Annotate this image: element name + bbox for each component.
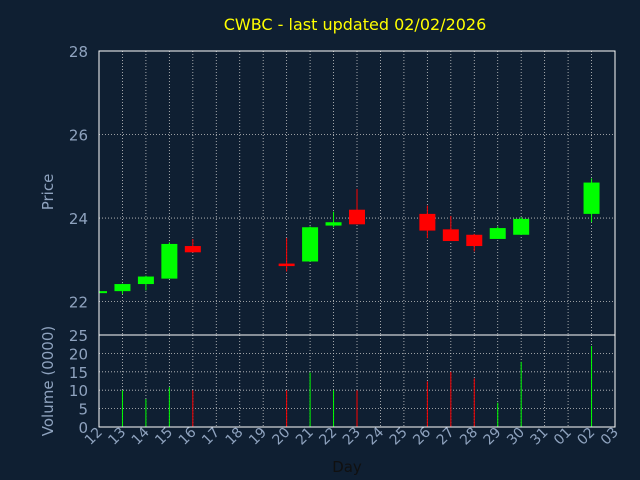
price-tick-label: 28 <box>69 43 88 61</box>
price-tick-labels: 22 24 26 28 <box>69 43 88 312</box>
x-tick-label: 19 <box>246 425 270 449</box>
candle-body <box>513 218 530 235</box>
price-tick-label: 22 <box>69 294 88 312</box>
x-tick-label: 22 <box>316 425 340 449</box>
candle-body <box>419 213 436 231</box>
x-tick-label: 13 <box>105 425 129 449</box>
volume-tick-label: 25 <box>69 327 88 345</box>
x-tick-label: 25 <box>387 425 411 449</box>
x-tick-label: 27 <box>434 425 458 449</box>
volume-panel-frame <box>98 334 616 428</box>
candle-body <box>302 227 319 262</box>
price-axis-label: Price <box>39 174 57 211</box>
x-tick-label: 17 <box>199 425 223 449</box>
x-tick-label: 26 <box>410 424 434 448</box>
volume-bars <box>121 346 593 427</box>
x-tick-labels: 12 13 14 15 16 17 18 19 20 21 22 23 24 25 26 27 28 29 30 31… <box>82 424 622 448</box>
volume-tick-label: 0 <box>78 419 88 437</box>
chart-title: CWBC - last updated 02/02/2026 <box>224 15 487 34</box>
volume-tick-label: 10 <box>69 382 88 400</box>
price-tick-label: 26 <box>69 127 88 145</box>
volume-tick-label: 5 <box>78 401 88 419</box>
x-tick-label: 03 <box>598 425 622 449</box>
price-candles <box>98 178 600 295</box>
x-tick-label: 02 <box>574 425 598 449</box>
x-tick-label: 01 <box>551 425 575 449</box>
x-tick-label: 23 <box>340 425 364 449</box>
x-tick-label: 20 <box>270 425 294 449</box>
x-tick-label: 31 <box>528 425 552 449</box>
candle-body <box>466 234 483 247</box>
x-tick-label: 28 <box>457 425 481 449</box>
candle-body <box>137 276 154 285</box>
price-tick-label: 24 <box>69 210 88 228</box>
x-axis-label: Day <box>332 458 362 476</box>
x-tick-label: 30 <box>504 425 528 449</box>
volume-axis-label: Volume (0000) <box>39 326 57 436</box>
x-tick-label: 24 <box>363 424 387 448</box>
volume-tick-label: 15 <box>69 364 88 382</box>
candle-body <box>161 243 178 279</box>
x-tick-label: 29 <box>481 425 505 449</box>
candle-body <box>583 182 600 214</box>
x-tick-label: 14 <box>129 424 153 448</box>
candle-body <box>278 263 295 267</box>
x-tick-label: 16 <box>176 424 200 448</box>
volume-tick-label: 20 <box>69 345 88 363</box>
x-tick-label: 18 <box>223 425 247 449</box>
candle-body <box>114 284 131 292</box>
candle-body <box>489 228 506 239</box>
candle-body <box>442 229 459 242</box>
x-tick-label: 15 <box>152 425 176 449</box>
candle-body <box>349 209 365 225</box>
candle-body <box>99 291 107 294</box>
candle-body <box>325 222 342 226</box>
x-tick-label: 21 <box>293 425 317 449</box>
candle-body <box>184 246 201 253</box>
